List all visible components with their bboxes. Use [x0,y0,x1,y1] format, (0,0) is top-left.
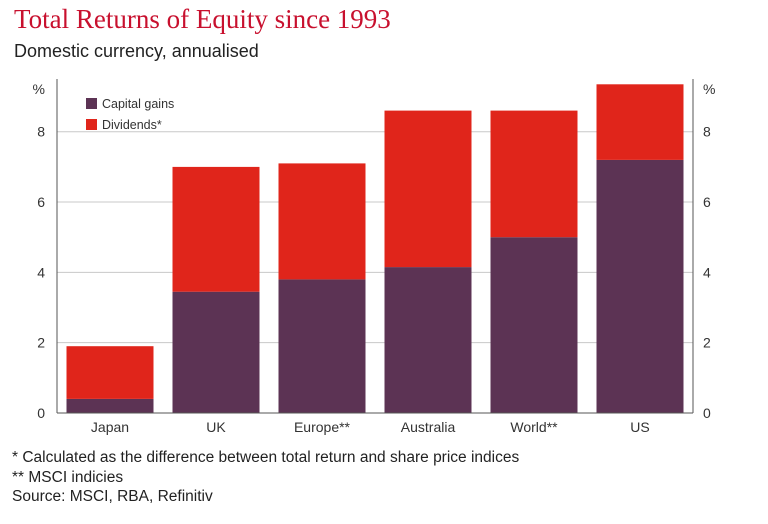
bar-dividends [596,84,684,160]
y-unit-label-right: % [703,81,715,97]
x-tick-label: UK [206,419,226,435]
y-tick-label-right: 8 [703,124,711,140]
bar-dividends [278,163,366,280]
bar-capital-gains [66,398,154,413]
chart-subtitle: Domestic currency, annualised [14,41,259,61]
y-tick-label-right: 4 [703,264,711,280]
y-tick-label-right: 6 [703,194,711,210]
y-tick-label-left: 6 [37,194,45,210]
footnote-msci: ** MSCI indicies [12,468,124,486]
legend-label: Capital gains [102,97,174,111]
legend-label: Dividends* [102,118,162,132]
footnotes: * Calculated as the difference between t… [12,448,519,507]
footnote-calculation: * Calculated as the difference between t… [12,449,520,466]
x-tick-label: Australia [401,419,456,435]
y-unit-label-left: % [33,81,45,97]
bar-capital-gains [490,237,578,413]
y-tick-label-right: 0 [703,405,711,421]
legend-swatch [86,98,97,109]
bars [66,84,684,413]
chart-title: Total Returns of Equity since 1993 [14,4,391,34]
bar-capital-gains [596,159,684,413]
bar-dividends [490,110,578,238]
y-tick-label-left: 4 [37,264,45,280]
x-tick-label: Europe** [294,419,351,435]
x-tick-label: US [630,419,649,435]
bar-capital-gains [384,267,472,413]
bar-dividends [384,110,472,268]
axes: 0 0 2 2 4 4 6 6 8 8% % Japan UK Europe** Australia Worl… [33,79,715,435]
bar-capital-gains [278,279,366,413]
y-tick-label-left: 2 [37,335,45,351]
x-tick-label: World** [510,419,558,435]
y-tick-label-right: 2 [703,335,711,351]
legend-swatch [86,119,97,130]
footnote-source: Source: MSCI, RBA, Refinitiv [12,488,213,505]
legend: Capital gains Dividends* [86,97,174,132]
y-tick-label-left: 8 [37,124,45,140]
bar-capital-gains [172,291,260,413]
bar-dividends [172,166,260,292]
y-tick-label-left: 0 [37,405,45,421]
x-tick-label: Japan [91,419,129,435]
bar-dividends [66,346,154,399]
